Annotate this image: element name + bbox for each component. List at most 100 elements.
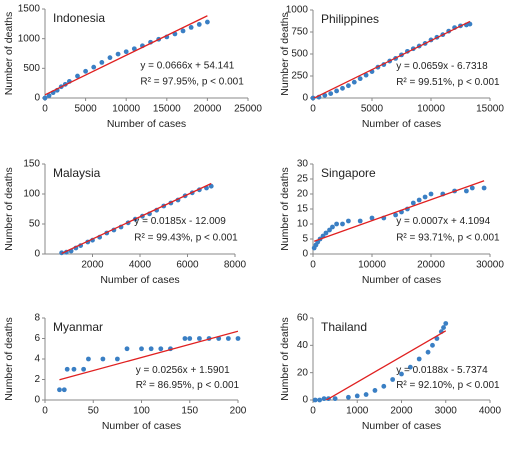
point bbox=[83, 68, 88, 74]
y-tick-label: 25 bbox=[297, 174, 309, 185]
trend-line bbox=[59, 330, 238, 381]
point bbox=[148, 346, 154, 352]
panel-title: Singapore bbox=[321, 166, 376, 180]
y-tick-label: 1000 bbox=[18, 33, 41, 44]
point bbox=[369, 215, 375, 221]
x-tick-label: 4000 bbox=[129, 260, 152, 271]
point bbox=[123, 49, 129, 55]
point bbox=[208, 183, 214, 189]
point bbox=[354, 393, 360, 399]
point bbox=[225, 336, 231, 341]
point bbox=[91, 64, 97, 70]
point bbox=[158, 346, 164, 352]
x-tick-label: 0 bbox=[42, 104, 48, 115]
x-tick-label: 10000 bbox=[417, 104, 445, 115]
equation: y = 0.0185x - 12.009 bbox=[134, 216, 226, 227]
x-axis-label: Number of cases bbox=[107, 118, 186, 130]
y-tick-label: 0 bbox=[34, 395, 40, 406]
equation: y = 0.0666x + 54.141 bbox=[140, 61, 234, 72]
panel: 0 5 10 15 20 25 30 0 10000 20000 30000 Number of ca… bbox=[279, 159, 505, 286]
point bbox=[180, 28, 186, 34]
point bbox=[139, 346, 144, 352]
y-tick-label: 1000 bbox=[286, 5, 309, 16]
x-tick-label: 150 bbox=[181, 406, 198, 417]
point bbox=[187, 336, 193, 341]
x-tick-label: 50 bbox=[88, 406, 100, 417]
panel: 0 50 100 150 2000 4000 6000 8000 Number of cases… bbox=[3, 159, 247, 286]
x-tick-label: 0 bbox=[310, 104, 316, 115]
equation: y = 0.0659x - 6.7318 bbox=[396, 61, 488, 72]
fit-stats: R² = 86.95%, p < 0.001 bbox=[136, 380, 240, 391]
point bbox=[75, 73, 80, 79]
point bbox=[107, 55, 113, 61]
x-tick-label: 15000 bbox=[153, 104, 181, 115]
y-tick-label: 250 bbox=[291, 71, 308, 82]
equation: y = 0.0188x - 5.7374 bbox=[396, 365, 488, 376]
y-tick-label: 750 bbox=[291, 27, 308, 38]
point bbox=[416, 197, 422, 203]
y-tick-label: 150 bbox=[23, 159, 40, 170]
point bbox=[407, 364, 413, 370]
point bbox=[317, 397, 323, 403]
y-axis-label: Number of deaths bbox=[279, 167, 291, 250]
y-tick-label: 10 bbox=[297, 219, 309, 230]
point bbox=[481, 185, 487, 191]
point bbox=[124, 346, 130, 352]
point bbox=[410, 200, 416, 206]
fit-stats: R² = 93.71%, p < 0.001 bbox=[396, 232, 500, 243]
fit-stats: R² = 92.10%, p < 0.001 bbox=[396, 380, 500, 391]
x-axis-label: Number of cases bbox=[102, 420, 181, 432]
point bbox=[330, 224, 335, 230]
equation: y = 0.0256x + 1.5901 bbox=[136, 365, 230, 376]
trend-line bbox=[45, 15, 208, 96]
point bbox=[332, 396, 338, 402]
point bbox=[312, 397, 318, 403]
y-tick-label: 5 bbox=[302, 234, 308, 245]
point bbox=[363, 72, 369, 78]
y-axis-label: Number of deaths bbox=[279, 12, 291, 95]
point bbox=[393, 212, 398, 218]
point bbox=[464, 188, 469, 194]
trend-line bbox=[325, 330, 447, 400]
point bbox=[46, 93, 52, 99]
x-tick-label: 20000 bbox=[417, 260, 445, 271]
point bbox=[323, 230, 329, 236]
x-axis-label: Number of cases bbox=[362, 274, 441, 286]
point bbox=[42, 95, 48, 101]
point bbox=[100, 356, 106, 362]
y-tick-label: 40 bbox=[297, 340, 309, 351]
x-tick-label: 20000 bbox=[193, 104, 221, 115]
point bbox=[372, 388, 378, 393]
point bbox=[334, 221, 339, 227]
x-tick-label: 10000 bbox=[112, 104, 140, 115]
panel-title: Philippines bbox=[321, 12, 379, 26]
y-tick-label: 0 bbox=[302, 93, 308, 104]
point bbox=[205, 19, 210, 25]
point bbox=[197, 336, 202, 341]
point bbox=[99, 60, 105, 65]
x-tick-label: 1000 bbox=[346, 406, 369, 417]
panel-title: Malaysia bbox=[53, 166, 101, 180]
y-tick-label: 0 bbox=[34, 93, 40, 104]
x-tick-label: 5000 bbox=[74, 104, 97, 115]
x-tick-label: 0 bbox=[310, 260, 316, 271]
y-tick-label: 20 bbox=[297, 189, 309, 200]
y-tick-label: 2 bbox=[34, 374, 40, 385]
trend-line bbox=[61, 182, 212, 254]
y-axis-label: Number of deaths bbox=[3, 167, 15, 250]
point bbox=[131, 46, 137, 52]
point bbox=[196, 22, 202, 27]
fit-stats: R² = 99.43%, p < 0.001 bbox=[134, 232, 238, 243]
y-tick-label: 50 bbox=[29, 219, 41, 230]
x-tick-label: 0 bbox=[42, 406, 48, 417]
point bbox=[346, 218, 351, 224]
panel: 0 20 40 60 0 1000 2000 3000 4000 Number of cases N… bbox=[279, 313, 502, 432]
x-tick-label: 100 bbox=[133, 406, 150, 417]
x-tick-label: 10000 bbox=[358, 260, 386, 271]
point bbox=[115, 51, 121, 57]
fit-stats: R² = 97.95%, p < 0.001 bbox=[140, 77, 244, 88]
y-tick-label: 60 bbox=[297, 313, 309, 324]
point bbox=[188, 24, 194, 30]
